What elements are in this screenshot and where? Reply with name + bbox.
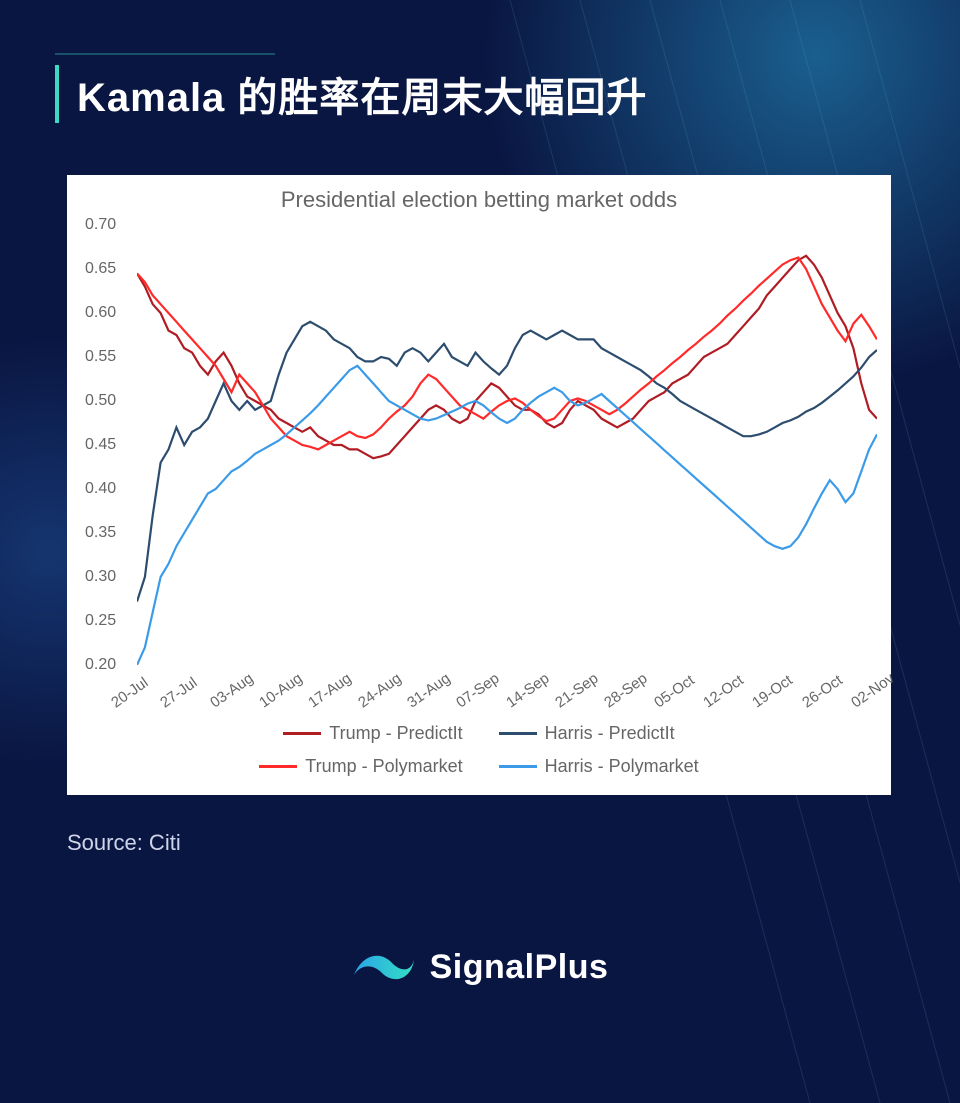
- x-tick-label: 17-Aug: [305, 670, 354, 712]
- x-tick-label: 02-Nov: [848, 670, 897, 712]
- x-tick-label: 21-Sep: [552, 670, 601, 712]
- y-tick-label: 0.40: [85, 480, 116, 498]
- x-tick-label: 31-Aug: [404, 670, 453, 712]
- legend-label: Trump - Polymarket: [305, 756, 462, 777]
- chart-svg: [137, 225, 877, 665]
- y-tick-label: 0.65: [85, 260, 116, 278]
- page-title: Kamala 的胜率在周末大幅回升: [77, 65, 647, 123]
- x-tick-label: 05-Oct: [651, 672, 698, 712]
- x-tick-label: 12-Oct: [700, 672, 747, 712]
- legend-label: Harris - PredictIt: [545, 723, 675, 744]
- y-tick-label: 0.55: [85, 348, 116, 366]
- legend-item: Harris - Polymarket: [499, 756, 699, 777]
- legend-item: Trump - PredictIt: [283, 723, 462, 744]
- series-line: [137, 366, 877, 665]
- legend-swatch: [499, 732, 537, 735]
- series-line: [137, 322, 877, 602]
- y-tick-label: 0.30: [85, 568, 116, 586]
- legend-item: Trump - Polymarket: [259, 756, 462, 777]
- title-frame: Kamala 的胜率在周末大幅回升: [55, 65, 647, 123]
- legend-swatch: [283, 732, 321, 735]
- legend-label: Harris - Polymarket: [545, 756, 699, 777]
- source-label: Source: Citi: [67, 830, 181, 856]
- brand-logo-icon: [352, 945, 416, 989]
- legend-label: Trump - PredictIt: [329, 723, 462, 744]
- x-tick-label: 19-Oct: [749, 672, 796, 712]
- series-line: [137, 256, 877, 458]
- x-tick-label: 14-Sep: [503, 670, 552, 712]
- legend: Trump - PredictIt Harris - PredictIt Trump…: [67, 723, 891, 777]
- x-tick-label: 27-Jul: [157, 674, 200, 711]
- chart-title: Presidential election betting market odd…: [67, 175, 891, 213]
- legend-swatch: [499, 765, 537, 768]
- chart-container: Presidential election betting market odd…: [67, 175, 891, 795]
- x-tick-label: 26-Oct: [799, 672, 846, 712]
- y-tick-label: 0.60: [85, 304, 116, 322]
- legend-swatch: [259, 765, 297, 768]
- x-tick-label: 07-Sep: [453, 670, 502, 712]
- x-tick-label: 20-Jul: [108, 674, 151, 711]
- x-tick-label: 28-Sep: [601, 670, 650, 712]
- y-tick-label: 0.35: [85, 524, 116, 542]
- series-line: [137, 258, 877, 450]
- y-tick-label: 0.50: [85, 392, 116, 410]
- y-tick-label: 0.25: [85, 612, 116, 630]
- plot-area: [137, 225, 877, 665]
- x-tick-label: 03-Aug: [207, 670, 256, 712]
- x-tick-label: 10-Aug: [256, 670, 305, 712]
- y-tick-label: 0.45: [85, 436, 116, 454]
- brand-text: SignalPlus: [430, 948, 609, 987]
- brand-row: SignalPlus: [0, 945, 960, 989]
- y-tick-label: 0.20: [85, 656, 116, 674]
- y-tick-label: 0.70: [85, 216, 116, 234]
- legend-item: Harris - PredictIt: [499, 723, 675, 744]
- x-tick-label: 24-Aug: [355, 670, 404, 712]
